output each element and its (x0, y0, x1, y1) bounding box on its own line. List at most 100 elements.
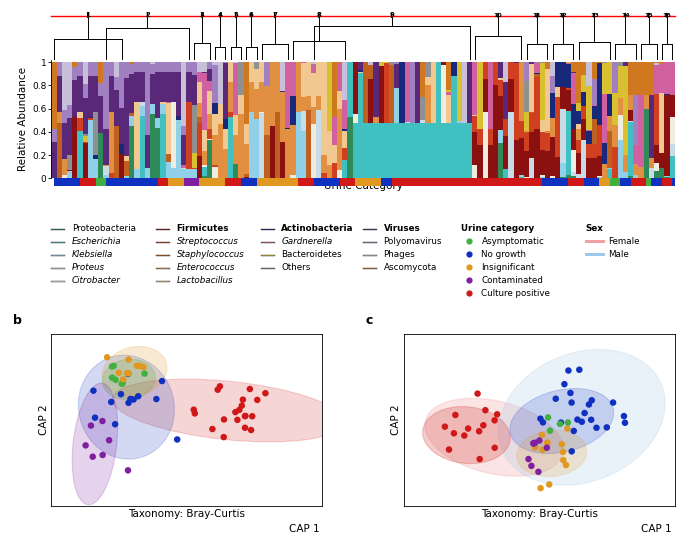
Bar (192, 168, 197, 179)
Bar (150, 104, 155, 114)
Point (579, 409, 590, 417)
Bar (358, 72, 363, 73)
Bar (597, 125, 602, 156)
Bar (145, 135, 150, 167)
Bar (550, 138, 556, 175)
Bar (103, 129, 108, 165)
Bar (57, 112, 62, 124)
Text: Gardnerella: Gardnerella (282, 237, 333, 246)
Bar (340, 179, 345, 186)
Bar (446, 95, 451, 124)
Bar (327, 131, 332, 165)
Point (116, 390, 127, 398)
Bar (82, 136, 88, 142)
Point (530, 439, 540, 447)
Bar (163, 179, 169, 186)
Text: Staphylococcus: Staphylococcus (177, 250, 245, 259)
Bar (488, 128, 493, 146)
Bar (93, 76, 98, 112)
Bar (456, 62, 462, 122)
Bar (543, 179, 547, 186)
Bar (67, 171, 72, 179)
Bar (160, 72, 166, 102)
Bar (337, 109, 342, 171)
Bar (51, 128, 57, 142)
Bar (534, 62, 540, 63)
Bar (280, 62, 285, 91)
Bar (82, 84, 88, 98)
Bar (77, 112, 82, 118)
Bar (472, 165, 477, 179)
Bar (244, 174, 249, 176)
Bar (369, 62, 373, 65)
Bar (132, 179, 137, 186)
Point (566, 398, 577, 407)
Bar (156, 242, 170, 244)
Text: Culture positive: Culture positive (482, 288, 550, 297)
Bar (669, 95, 675, 117)
Bar (524, 132, 530, 133)
Point (123, 399, 134, 407)
Bar (301, 111, 306, 131)
Bar (607, 116, 612, 131)
Text: Klebsiella: Klebsiella (72, 250, 113, 259)
Bar (633, 95, 638, 145)
Bar (140, 102, 145, 107)
Bar (156, 229, 170, 230)
Bar (649, 158, 654, 168)
Point (576, 417, 587, 426)
Text: Proteobacteria: Proteobacteria (72, 224, 136, 233)
Bar (623, 173, 628, 179)
Point (86, 421, 97, 430)
Bar (636, 179, 641, 186)
Bar (625, 179, 631, 186)
Bar (508, 62, 514, 79)
Bar (405, 124, 410, 179)
Bar (176, 116, 182, 120)
Point (542, 438, 553, 447)
Bar (51, 281, 65, 282)
Bar (472, 132, 477, 165)
Bar (649, 62, 654, 95)
Ellipse shape (423, 407, 510, 464)
Point (472, 389, 483, 398)
Bar (438, 179, 444, 186)
Bar (467, 62, 472, 124)
Bar (482, 62, 488, 79)
Bar (592, 144, 597, 158)
Bar (353, 124, 358, 179)
Point (533, 467, 544, 476)
Point (245, 385, 256, 393)
Bar (560, 87, 566, 109)
Bar (534, 63, 540, 73)
Bar (519, 138, 524, 175)
Bar (353, 114, 358, 124)
Bar (566, 90, 571, 111)
Bar (659, 153, 664, 168)
Point (230, 408, 241, 416)
Bar (176, 62, 182, 72)
Bar (72, 80, 77, 117)
Bar (545, 133, 550, 151)
Point (530, 443, 540, 452)
Bar (612, 147, 618, 179)
Bar (654, 65, 659, 94)
Bar (519, 62, 524, 121)
Point (108, 361, 119, 370)
Bar (659, 168, 664, 179)
Bar (656, 179, 662, 186)
Bar (592, 79, 597, 106)
Bar (72, 177, 77, 179)
Bar (384, 124, 389, 179)
Bar (376, 179, 382, 186)
Bar (306, 110, 311, 179)
Bar (540, 62, 545, 120)
Bar (550, 76, 556, 93)
Bar (261, 229, 275, 230)
Bar (498, 80, 503, 96)
Bar (503, 82, 508, 119)
Text: Enterococcus: Enterococcus (177, 263, 235, 272)
Bar (103, 166, 108, 175)
Bar (119, 108, 124, 144)
Bar (356, 179, 360, 186)
